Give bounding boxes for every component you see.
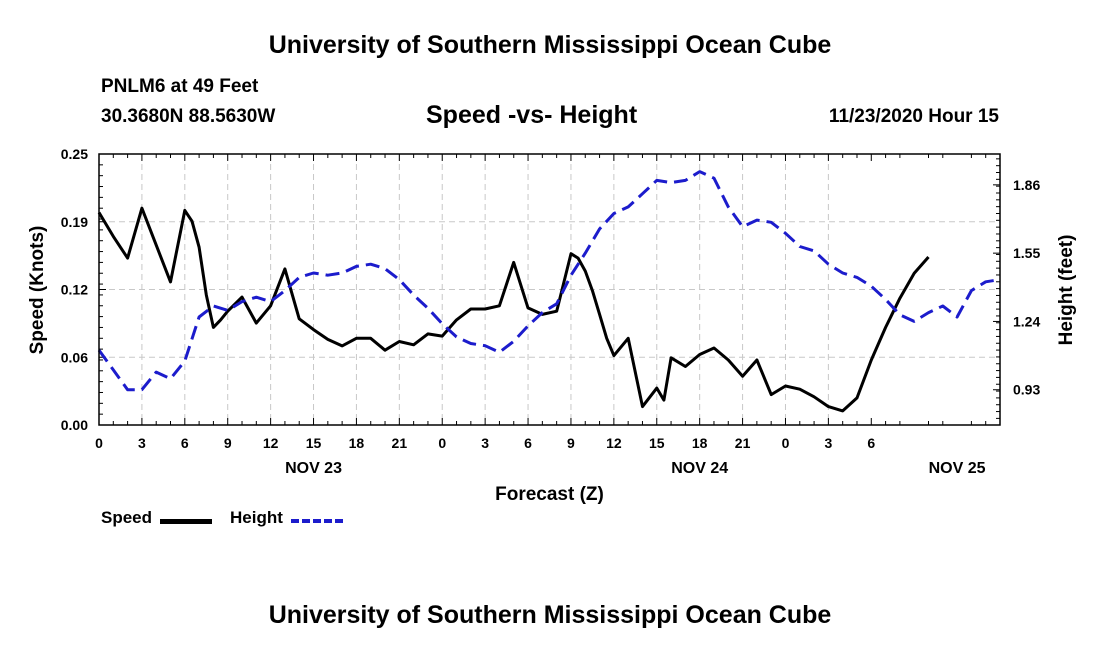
x-tick-label: 3 <box>824 435 832 451</box>
x-tick-label: 15 <box>649 435 665 451</box>
legend-swatch-height <box>291 519 343 523</box>
x-tick-label: 6 <box>867 435 875 451</box>
x-tick-label: 3 <box>481 435 489 451</box>
x-tick-label: 18 <box>692 435 708 451</box>
y-left-tick-label: 0.12 <box>61 282 88 298</box>
page-title: University of Southern Mississippi Ocean… <box>268 31 832 59</box>
y-left-axis-title: Speed (Knots) <box>27 226 48 355</box>
x-tick-label: 21 <box>735 435 751 451</box>
series-line-speed <box>97 206 930 413</box>
x-tick-label: 12 <box>606 435 622 451</box>
legend-label-height: Height <box>230 508 283 527</box>
datetime-label: 11/23/2020 Hour 15 <box>828 106 999 127</box>
y-right-tick-label: 1.24 <box>1013 313 1040 329</box>
y-left-tick-label: 0.25 <box>61 146 88 162</box>
x-tick-label: 12 <box>263 435 279 451</box>
footer-title: University of Southern Mississippi Ocean… <box>268 601 832 629</box>
legend-swatch-speed <box>160 519 212 524</box>
y-right-tick-label: 1.55 <box>1013 245 1040 261</box>
x-tick-label: 0 <box>438 435 446 451</box>
series-line-height <box>97 170 1001 392</box>
y-left-tick-label: 0.19 <box>61 214 88 230</box>
x-tick-label: 6 <box>181 435 189 451</box>
x-tick-label: 18 <box>349 435 365 451</box>
x-tick-label: 21 <box>392 435 408 451</box>
x-tick-label: 0 <box>782 435 790 451</box>
x-tick-label: 6 <box>524 435 532 451</box>
y-right-tick-label: 1.86 <box>1013 177 1040 193</box>
x-tick-label: 0 <box>95 435 103 451</box>
x-tick-label: 3 <box>138 435 146 451</box>
y-right-axis-title: Height (feet) <box>1056 235 1077 346</box>
x-axis-title: Forecast (Z) <box>495 484 604 505</box>
x-tick-label: 15 <box>306 435 322 451</box>
x-tick-label: 9 <box>224 435 232 451</box>
chart-title: Speed -vs- Height <box>426 101 638 129</box>
x-date-label: NOV 24 <box>671 460 728 477</box>
plot-frame <box>98 153 1001 426</box>
y-right-tick-label: 0.93 <box>1013 382 1040 398</box>
legend-label-speed: Speed <box>101 508 153 527</box>
y-left-tick-label: 0.06 <box>61 349 88 365</box>
y-left-tick-label: 0.00 <box>61 417 88 433</box>
x-date-label: NOV 25 <box>929 460 986 477</box>
coordinates-label: 30.3680N 88.5630W <box>101 106 276 127</box>
x-date-label: NOV 23 <box>285 460 342 477</box>
x-tick-label: 9 <box>567 435 575 451</box>
station-label: PNLM6 at 49 Feet <box>101 76 259 97</box>
